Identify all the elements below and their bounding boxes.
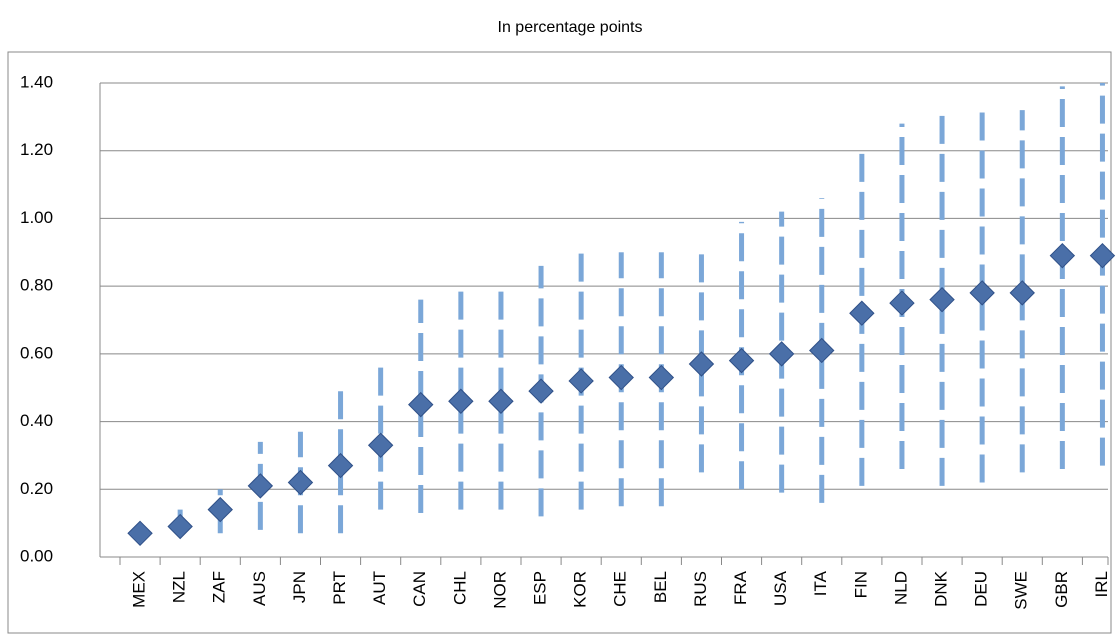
chart-title: In percentage points — [498, 19, 643, 36]
y-tick-label: 0.20 — [20, 479, 53, 498]
x-tick-label: USA — [771, 570, 790, 606]
x-tick-label: IRL — [1092, 571, 1111, 597]
point — [849, 300, 875, 326]
x-tick-label: SWE — [1012, 571, 1031, 610]
point — [488, 388, 514, 414]
point — [287, 469, 314, 496]
point — [448, 388, 474, 414]
point — [408, 391, 434, 418]
y-tick-label: 1.40 — [20, 72, 53, 91]
y-tick-label: 0.40 — [20, 411, 53, 430]
x-tick-label: AUS — [250, 571, 269, 606]
point — [1089, 242, 1116, 269]
x-tick-label: AUT — [370, 571, 389, 605]
y-tick-label: 0.60 — [20, 343, 53, 362]
point — [247, 473, 274, 499]
point — [889, 290, 915, 316]
y-tick-label: 0.00 — [20, 546, 53, 565]
x-tick-label: PRT — [330, 571, 349, 605]
y-tick-label: 1.00 — [20, 208, 53, 227]
x-tick-label: FIN — [851, 571, 870, 598]
x-tick-label: NOR — [490, 571, 509, 609]
point — [327, 452, 354, 479]
point — [768, 341, 795, 367]
point — [127, 520, 153, 547]
point — [1049, 242, 1076, 269]
point — [648, 364, 675, 391]
x-tick-label: ITA — [811, 570, 830, 596]
x-tick-label: BEL — [651, 571, 670, 603]
x-tick-label: KOR — [571, 571, 590, 608]
x-tick-label: NZL — [170, 571, 189, 603]
point — [207, 496, 233, 523]
x-tick-label: NLD — [891, 571, 910, 605]
point — [608, 364, 634, 391]
point — [167, 513, 193, 540]
x-tick-label: CAN — [410, 571, 429, 607]
x-tick-label: JPN — [290, 571, 309, 603]
point — [1009, 280, 1035, 306]
point — [688, 351, 715, 377]
x-tick-label: ESP — [531, 571, 550, 605]
x-tick-label: DEU — [972, 571, 991, 607]
point — [568, 368, 594, 394]
point — [929, 286, 955, 313]
point — [969, 280, 995, 306]
x-tick-label: CHL — [450, 571, 469, 605]
x-tick-label: ZAF — [210, 571, 229, 603]
x-tick-label: FRA — [731, 570, 750, 605]
x-tick-label: GBR — [1052, 571, 1071, 608]
point — [728, 347, 755, 374]
point — [809, 337, 835, 364]
point — [528, 378, 554, 404]
y-tick-label: 0.80 — [20, 276, 53, 295]
plot-frame — [7, 51, 1112, 634]
point — [367, 432, 394, 458]
x-tick-label: MEX — [130, 571, 149, 608]
x-tick-label: DNK — [932, 570, 951, 607]
y-tick-label: 1.20 — [20, 140, 53, 159]
x-tick-label: RUS — [691, 571, 710, 607]
x-tick-label: CHE — [611, 571, 630, 607]
